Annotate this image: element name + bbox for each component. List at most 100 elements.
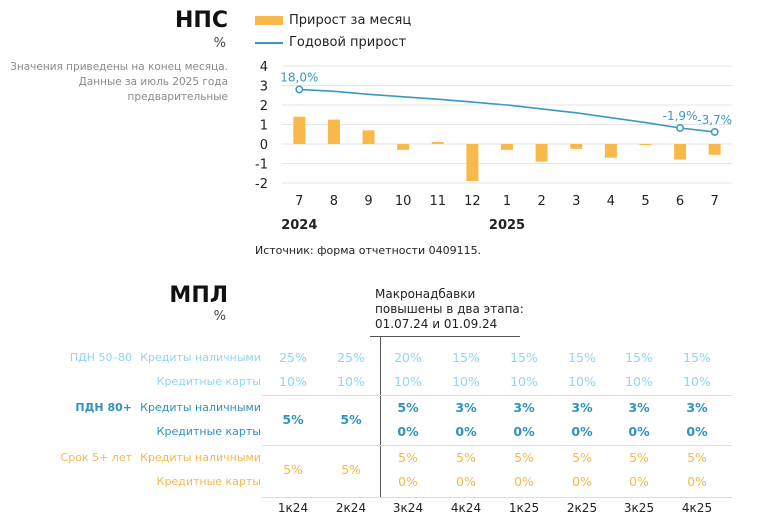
bar (293, 116, 306, 144)
table-cell: 25% (279, 350, 307, 365)
bar (362, 130, 375, 144)
quarter-label: 4к25 (681, 501, 713, 515)
table-cell: 10% (279, 374, 307, 389)
legend-label: Годовой прирост (289, 35, 407, 50)
x-tick-label: 7 (711, 194, 719, 209)
y-tick-label: 4 (260, 60, 268, 75)
table-cell: 5% (397, 400, 419, 415)
data-label: 18,0% (280, 70, 318, 84)
quarter-label: 1к25 (508, 501, 540, 515)
x-tick-label: 2 (537, 194, 545, 209)
table-cell: 10% (452, 374, 480, 389)
x-tick-label: 10 (395, 194, 412, 209)
y-tick-label: -1 (255, 158, 268, 173)
table-cell: 3% (686, 400, 708, 415)
table-cell: 5% (687, 450, 707, 465)
annual-growth-line (299, 88, 715, 133)
quarter-label: 3к24 (392, 501, 424, 515)
row-label: Кредиты наличными (140, 451, 261, 464)
x-tick-label: 11 (429, 194, 446, 209)
bar (604, 144, 617, 158)
row-label: Кредитные карты (156, 475, 261, 488)
legend-swatch-bar (255, 16, 283, 25)
nps-title: НПС (175, 8, 228, 33)
x-tick-label: 8 (330, 194, 338, 209)
x-tick-label: 9 (364, 194, 372, 209)
table-cell: 15% (452, 350, 480, 365)
data-label: -3,7% (697, 113, 732, 127)
bar (397, 144, 410, 150)
table-cell: 3% (455, 400, 477, 415)
row-label: Кредитные карты (156, 375, 261, 388)
table-cell: 10% (683, 374, 711, 389)
table-cell: 15% (625, 350, 653, 365)
table-cell: 3% (628, 400, 650, 415)
table-cell: 20% (394, 350, 422, 365)
quarter-label: 3к25 (623, 501, 655, 515)
bar (674, 144, 687, 160)
bar (570, 144, 583, 149)
merged-cell: 5% (341, 462, 361, 477)
annotation-line: Макронадбавки (375, 287, 476, 301)
x-tick-label: 5 (641, 194, 649, 209)
table-cell: 15% (683, 350, 711, 365)
mpl-title: МПЛ (169, 283, 228, 308)
table-cell: 0% (513, 424, 535, 439)
y-tick-label: 1 (260, 119, 268, 134)
table-cell: 10% (568, 374, 596, 389)
table-cell: 5% (572, 450, 592, 465)
bar (535, 144, 548, 162)
year-label: 2024 (281, 218, 317, 233)
merged-cell: 5% (283, 462, 303, 477)
x-tick-label: 12 (464, 194, 481, 209)
row-label: Кредиты наличными (140, 401, 261, 414)
nps-unit: % (213, 36, 226, 51)
row-divider (262, 445, 732, 446)
bar (639, 144, 652, 145)
table-cell: 15% (568, 350, 596, 365)
table-cell: 0% (629, 474, 649, 489)
table-cell: 0% (571, 424, 593, 439)
table-cell: 0% (398, 474, 418, 489)
table-cell: 10% (510, 374, 538, 389)
nps-source: Источник: форма отчетности 0409115. (255, 244, 482, 257)
mpl-unit: % (213, 309, 226, 324)
table-cell: 0% (397, 424, 419, 439)
table-cell: 5% (514, 450, 534, 465)
table-cell: 3% (571, 400, 593, 415)
mpl-annotation: Макронадбавки повышены в два этапа: 01.0… (375, 287, 524, 332)
table-cell: 5% (629, 450, 649, 465)
group-label: ПДН 80+ (75, 401, 132, 414)
quarter-label: 4к24 (450, 501, 482, 515)
legend-item-annual: Годовой прирост (255, 35, 406, 50)
x-tick-label: 4 (607, 194, 615, 209)
group-label: ПДН 50–80 (69, 351, 132, 364)
table-cell: 10% (625, 374, 653, 389)
x-tick-label: 3 (572, 194, 580, 209)
phase-divider (380, 337, 381, 497)
year-label: 2025 (489, 218, 525, 233)
data-label: -1,9% (663, 109, 698, 123)
annotation-line: 01.07.24 и 01.09.24 (375, 317, 498, 331)
x-tick-label: 6 (676, 194, 684, 209)
table-cell: 10% (337, 374, 365, 389)
row-divider (262, 497, 732, 498)
table-cell: 10% (394, 374, 422, 389)
nps-note: Значения приведены на конец месяца. Данн… (10, 61, 228, 103)
table-cell: 25% (337, 350, 365, 365)
table-cell: 3% (513, 400, 535, 415)
group-label: Срок 5+ лет (60, 451, 132, 464)
bar (708, 144, 721, 155)
y-tick-label: -2 (255, 177, 268, 192)
annotation-line: повышены в два этапа: (375, 302, 524, 316)
y-tick-label: 2 (260, 99, 268, 114)
annotation-underline (370, 336, 520, 337)
table-cell: 0% (628, 424, 650, 439)
quarter-label: 1к24 (277, 501, 309, 515)
legend-label: Прирост за месяц (289, 13, 412, 28)
x-tick-label: 1 (503, 194, 511, 209)
bar (466, 144, 479, 182)
bar (431, 142, 444, 144)
